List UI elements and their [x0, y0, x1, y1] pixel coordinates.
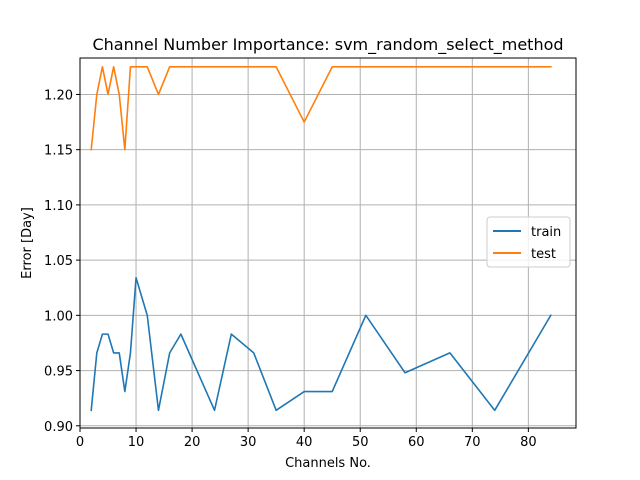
- legend-label-test: test: [531, 247, 556, 262]
- x-tick-label: 70: [464, 435, 481, 450]
- x-tick-label: 40: [296, 435, 313, 450]
- x-tick-label: 30: [240, 435, 257, 450]
- x-tick-label: 10: [128, 435, 145, 450]
- series-layer: [90, 66, 552, 412]
- series-line-test: [90, 66, 552, 151]
- x-tick-label: 60: [408, 435, 425, 450]
- y-tick-label: 1.10: [44, 199, 73, 214]
- legend-label-train: train: [531, 225, 561, 240]
- series-line-train: [90, 276, 552, 412]
- y-tick-label: 1.05: [44, 254, 73, 269]
- chart-title: Channel Number Importance: svm_random_se…: [92, 35, 563, 55]
- y-tick-label: 0.90: [44, 420, 73, 435]
- y-tick-label: 0.95: [44, 365, 73, 380]
- x-tick-label: 20: [184, 435, 201, 450]
- x-tick-label: 80: [520, 435, 537, 450]
- legend: train test: [486, 216, 571, 268]
- x-tick-label: 50: [352, 435, 369, 450]
- y-tick-label: 1.15: [44, 144, 73, 159]
- tick-layer: 0 10 20 30 40 50 60 70 80 0.90 0.95 1.00 1.05 1.10 1.1…: [44, 88, 537, 450]
- y-tick-label: 1.00: [44, 309, 73, 324]
- legend-box: [486, 216, 571, 268]
- y-axis-label: Error [Day]: [20, 207, 35, 279]
- x-axis-label: Channels No.: [285, 456, 371, 471]
- y-tick-label: 1.20: [44, 88, 73, 103]
- x-tick-label: 0: [76, 435, 84, 450]
- grid-layer: [79, 58, 576, 428]
- plot-area-frame: [79, 57, 577, 429]
